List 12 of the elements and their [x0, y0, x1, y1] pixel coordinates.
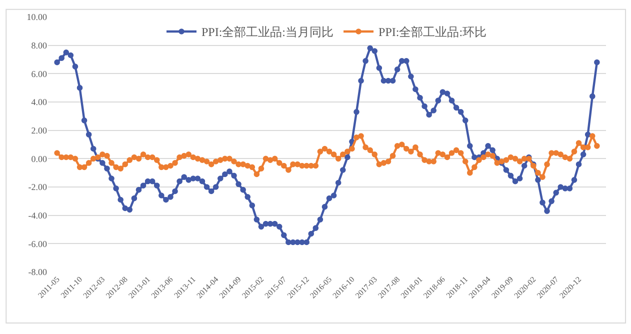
legend-label: PPI:全部工业品:环比 [378, 25, 487, 40]
y-tick-label: -4.00 [28, 210, 48, 220]
y-tick-label: 8.00 [31, 40, 48, 50]
y-tick-label: 2.00 [31, 125, 48, 136]
y-tick-label: -6.00 [28, 238, 48, 249]
y-tick-label: 6.00 [31, 68, 48, 79]
y-tick-label: 4.00 [31, 97, 48, 108]
y-tick-label: 0.00 [31, 154, 48, 164]
y-tick-label: 10.00 [26, 12, 48, 22]
legend-label: PPI:全部工业品:当月同比 [202, 25, 334, 40]
y-tick-label: -8.00 [28, 267, 48, 278]
y-tick-label: -2.00 [28, 182, 48, 192]
